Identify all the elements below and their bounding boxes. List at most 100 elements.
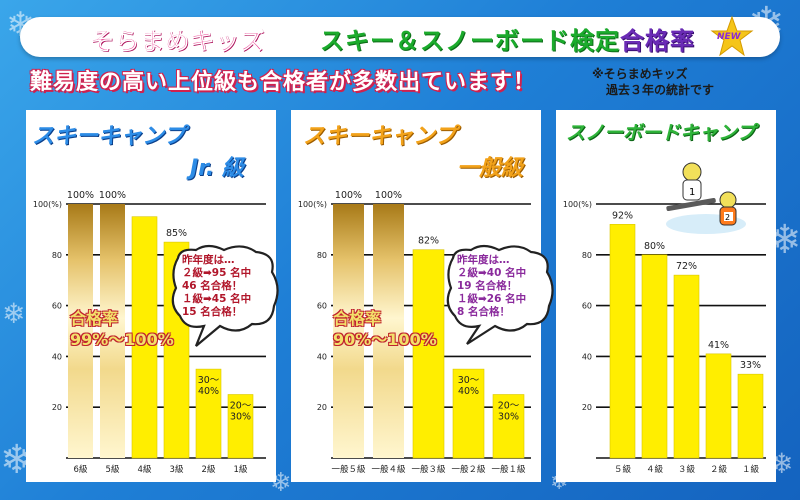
overall-rate: 合格率 99%〜100% [70, 308, 174, 350]
y-tick-label: 80 [317, 251, 327, 260]
y-tick-label: 60 [582, 302, 592, 311]
x-tick-label: 一般２級 [451, 464, 486, 475]
data-label: 30% [498, 412, 519, 423]
callout-line: 昨年度は… [457, 254, 510, 266]
data-label: 92% [612, 210, 633, 221]
chart-title: スキーキャンプ [303, 124, 457, 149]
data-label: 30〜 [198, 375, 220, 386]
chart-title: スノーボードキャンプ [566, 122, 756, 144]
data-label: 100% [99, 190, 126, 201]
x-tick-label: 一般４級 [371, 464, 406, 475]
brand-name: そらまめキッズ [90, 27, 265, 56]
bar-chart-snowboard: 100(%) 80 60 40 20 ５級 92% ４級 80% ３級 72% ２級 41% １級 33% [563, 200, 766, 475]
x-tick-label: ４級 [646, 464, 664, 475]
bar [673, 274, 700, 459]
callout-bubble: 昨年度は… ２級➡95 名中 46 名合格！ １級➡45 名中 15 名合格！ [168, 244, 280, 347]
bar-chart-ski-junior: 100(%) 80 60 40 20 6級 100% 5級 100% 4級 3級 85% 2級 30〜40… [33, 190, 266, 475]
y-tick-label: 60 [317, 302, 327, 311]
callout-line: ２級➡95 名中 [182, 267, 252, 279]
overall-rate-value: 99%〜100% [70, 330, 174, 349]
y-tick-label: 40 [52, 352, 62, 361]
statistics-note: ※そらまめキッズ 過去３年の統計です [592, 66, 714, 98]
overall-rate-value: 90%〜100% [333, 330, 437, 349]
chart-title: スキーキャンプ [32, 124, 186, 149]
bib-number: 1 [689, 187, 695, 198]
callout-line: １級➡45 名中 [182, 293, 252, 305]
overall-rate: 合格率 90%〜100% [333, 308, 437, 350]
data-label: 33% [740, 360, 761, 371]
overall-rate-label: 合格率 [333, 309, 382, 328]
page-title: スキー＆スノーボード検定合格率 [320, 21, 695, 56]
data-label: 30〜 [458, 375, 480, 386]
y-tick-label: 20 [317, 403, 327, 412]
chart-panel-snowboard: スノーボードキャンプ 100(%) 80 60 40 20 ５級 92% ４級 80% ３級 72%… [556, 110, 776, 482]
snowflake-icon: ❄ [2, 297, 26, 330]
y-tick-label: 40 [317, 352, 327, 361]
y-tick-label: 40 [582, 352, 592, 361]
y-tick-label: 80 [582, 251, 592, 260]
x-tick-label: 3級 [170, 464, 184, 475]
callout-line: 15 名合格！ [182, 306, 243, 318]
speech-bubble-shape [171, 244, 279, 347]
bar [452, 368, 485, 459]
data-label: 40% [198, 386, 219, 397]
bar [333, 204, 364, 458]
new-badge-label: NEW [717, 32, 741, 42]
bar [412, 249, 445, 459]
x-tick-label: 5級 [106, 464, 120, 475]
page-title-main: スキー＆スノーボード検定 [320, 27, 620, 55]
star-icon [710, 15, 754, 57]
bar [195, 368, 222, 459]
y-tick-label: 20 [52, 403, 62, 412]
data-label: 82% [418, 236, 439, 247]
data-label: 72% [676, 261, 697, 272]
y-tick-label: 80 [52, 251, 62, 260]
bar [131, 216, 158, 459]
y-tick-label: 20 [582, 403, 592, 412]
data-label: 40% [458, 386, 479, 397]
bar [737, 373, 764, 459]
callout-line: 昨年度は… [182, 254, 235, 266]
callout-bubble: 昨年度は… ２級➡40 名中 19 名合格！ １級➡26 名中 8 名合格！ [443, 244, 555, 345]
bar [492, 394, 525, 459]
bar [641, 254, 668, 459]
chart-panel-ski-junior: スキーキャンプ Jr. 級 100(%) 80 60 40 20 6級 100% 5級 100%… [26, 110, 279, 482]
speech-bubble-shape [446, 244, 554, 345]
callout-line: 19 名合格！ [457, 280, 518, 292]
data-label: 30% [230, 412, 251, 423]
data-label: 100% [335, 190, 362, 201]
x-tick-label: 一般１級 [491, 464, 526, 475]
y-tick-label: 100(%) [33, 200, 62, 209]
x-tick-label: ２級 [710, 464, 728, 475]
data-label: 80% [644, 241, 665, 252]
snowboarder-illustration: 1 2 [666, 162, 746, 234]
callout-line: ２級➡40 名中 [457, 267, 527, 279]
callout-line: 46 名合格！ [182, 280, 243, 292]
data-label: 41% [708, 340, 729, 351]
bar [100, 204, 125, 458]
x-tick-label: ３級 [678, 464, 696, 475]
new-badge: NEW [710, 15, 754, 59]
callout-line: 8 名合格！ [457, 306, 510, 318]
data-label: 85% [166, 228, 187, 239]
y-tick-label: 100(%) [298, 200, 327, 209]
x-tick-label: 一般３級 [411, 464, 446, 475]
bar-chart-ski-general: 100(%) 80 60 40 20 一般５級 100% 一般４級 100% 一般３級 82% 一般２… [298, 190, 531, 475]
x-tick-label: １級 [742, 464, 760, 475]
data-label: 100% [375, 190, 402, 201]
bib-number: 2 [725, 213, 730, 222]
chart-subtitle: Jr. 級 [190, 156, 244, 181]
callout-text: 昨年度は… ２級➡40 名中 19 名合格！ １級➡26 名中 8 名合格！ [457, 254, 526, 319]
x-tick-label: 一般５級 [331, 464, 366, 475]
y-tick-label: 60 [52, 302, 62, 311]
bar [373, 204, 404, 458]
overall-rate-label: 合格率 [70, 309, 119, 328]
data-label: 20〜 [230, 401, 252, 412]
x-tick-label: 1級 [234, 464, 248, 475]
chart-panel-ski-general: スキーキャンプ 一般級 100(%) 80 60 40 20 一般５級 100% 一般４級 10… [291, 110, 554, 482]
note-line-1: ※そらまめキッズ [592, 67, 688, 81]
callout-line: １級➡26 名中 [457, 293, 527, 305]
bar [227, 394, 254, 459]
page-title-rate: 合格率 [620, 27, 695, 55]
